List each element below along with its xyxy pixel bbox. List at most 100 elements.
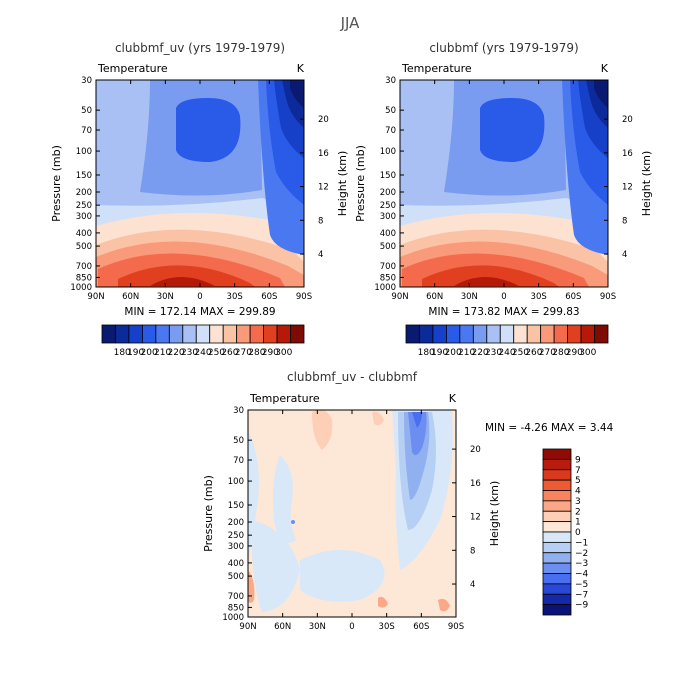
y-right-tick-label: 16 (470, 479, 481, 489)
colorbar-swatch (445, 324, 461, 344)
colorbar-label: 180 (418, 348, 435, 358)
colorbar-label: 210 (154, 348, 171, 358)
panel-title-2: clubbmf (yrs 1979-1979) (429, 41, 578, 55)
y-tick-label: 1000 (222, 613, 244, 623)
colorbar-label: 4 (575, 487, 581, 497)
y-tick-label: 700 (76, 262, 92, 272)
y-axis-title: Pressure (mb) (202, 475, 215, 552)
min-max-2: MIN = 173.82 MAX = 299.83 (428, 306, 579, 318)
y-tick-label: 50 (81, 106, 92, 116)
contour-field-2 (400, 80, 608, 287)
y-right-tick-label: 4 (470, 580, 475, 590)
colorbar-swatch (542, 541, 572, 554)
y-tick-label: 400 (76, 229, 92, 239)
colorbar-swatch (542, 510, 572, 523)
x-tick-label: 60S (565, 292, 581, 302)
x-tick-label: 30S (379, 622, 395, 632)
colorbar-label: 190 (431, 348, 448, 358)
x-tick-label: 90N (87, 292, 104, 302)
colorbar-label: 290 (262, 348, 279, 358)
colorbar-swatch (115, 324, 130, 344)
y-tick-label: 50 (233, 436, 244, 446)
colorbar-swatch (209, 324, 224, 344)
colorbar-swatch (542, 593, 572, 606)
colorbar-swatch (486, 324, 501, 344)
panel-title-3: clubbmf_uv - clubbmf (287, 370, 418, 384)
x-tick-label: 90N (391, 292, 408, 302)
colorbar-label: 250 (512, 348, 529, 358)
y-tick-label: 300 (380, 212, 396, 222)
colorbar-label: −7 (575, 590, 588, 600)
y-right-tick-label: 16 (318, 149, 329, 159)
colorbar-swatch (542, 562, 572, 574)
y-tick-label: 300 (228, 542, 244, 552)
colorbar-label: 200 (445, 348, 462, 358)
colorbar-swatch (419, 324, 434, 344)
y-right-tick-label: 20 (470, 445, 481, 455)
x-tick-label: 90S (296, 292, 312, 302)
y-right-axis-title: Height (km) (640, 151, 653, 217)
y-tick-label: 200 (380, 188, 396, 198)
y-tick-label: 500 (228, 572, 244, 582)
colorbar-label: 9 (575, 455, 581, 465)
colorbar-label: 5 (575, 476, 581, 486)
colorbar-swatch (499, 324, 515, 344)
colorbar-label: 270 (539, 348, 556, 358)
colorbar-swatch (542, 490, 572, 502)
y-tick-label: 30 (233, 406, 244, 416)
colorbar-swatch (542, 583, 572, 595)
y-tick-label: 200 (228, 518, 244, 528)
x-tick-label: 60N (274, 622, 291, 632)
x-tick-label: 90N (239, 622, 256, 632)
colorbar-swatch (195, 324, 211, 344)
panel-2: Temperature K clubbmf (yrs 1979-1979) 90… (354, 41, 653, 358)
colorbar-label: 3 (575, 497, 581, 507)
colorbar-label: 2 (575, 507, 581, 517)
y-tick-label: 1000 (70, 283, 92, 293)
subtitle-right-1: K (297, 62, 305, 75)
colorbar-label: −4 (575, 570, 589, 580)
colorbar-swatch (542, 500, 572, 512)
subtitle-right-3: K (449, 392, 457, 405)
colorbar-label: −2 (575, 549, 588, 559)
colorbar-label: 200 (141, 348, 158, 358)
y-right-tick-label: 4 (318, 250, 323, 260)
colorbar-swatch (542, 531, 572, 543)
colorbar-swatch (249, 324, 264, 344)
x-tick-label: 0 (197, 292, 202, 302)
colorbar-label: 0 (575, 528, 581, 538)
y-right-tick-label: 8 (622, 216, 627, 226)
y-tick-label: 400 (228, 559, 244, 569)
axes-1: 90N 60N 30N 0 30S 60S 90S 30 50 70 100 150 200 250300… (50, 76, 349, 302)
x-tick-label: 0 (349, 622, 354, 632)
y-tick-label: 700 (380, 262, 396, 272)
colorbar-swatch (542, 448, 572, 460)
colorbar-label: −3 (575, 559, 588, 569)
subtitle-left-2: Temperature (401, 62, 472, 75)
y-tick-label: 1000 (374, 283, 396, 293)
colorbar-swatch (542, 573, 572, 585)
y-right-tick-label: 12 (622, 183, 633, 193)
y-tick-label: 100 (228, 477, 244, 487)
colorbar-swatch (542, 479, 572, 491)
y-tick-label: 850 (380, 273, 396, 283)
figure-title: JJA (340, 14, 361, 32)
colorbar-swatch (526, 324, 542, 344)
x-tick-label: 0 (501, 292, 506, 302)
axes-2: 90N 60N 30N 0 30S 60S 90S 30 50 70 100 150 200 250300… (354, 76, 653, 302)
colorbar-label: 260 (525, 348, 542, 358)
colorbar-label: 260 (221, 348, 238, 358)
x-tick-label: 30S (531, 292, 547, 302)
min-max-3: MIN = -4.26 MAX = 3.44 (485, 422, 614, 434)
y-right-tick-label: 12 (318, 183, 329, 193)
x-tick-label: 30S (227, 292, 243, 302)
y-right-tick-label: 8 (470, 546, 475, 556)
y-right-tick-label: 4 (622, 250, 627, 260)
colorbar-label: −5 (575, 580, 588, 590)
y-tick-label: 70 (233, 456, 244, 466)
y-tick-label: 250 (228, 531, 244, 541)
y-tick-label: 200 (76, 188, 92, 198)
x-tick-label: 60S (261, 292, 277, 302)
contour-field-1 (96, 80, 304, 287)
